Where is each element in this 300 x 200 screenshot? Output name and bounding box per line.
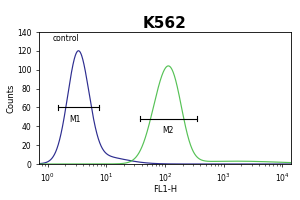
X-axis label: FL1-H: FL1-H	[153, 185, 177, 194]
Text: M1: M1	[70, 115, 81, 124]
Y-axis label: Counts: Counts	[7, 83, 16, 113]
Text: control: control	[52, 34, 79, 43]
Title: K562: K562	[143, 16, 187, 31]
Text: M2: M2	[162, 126, 174, 135]
